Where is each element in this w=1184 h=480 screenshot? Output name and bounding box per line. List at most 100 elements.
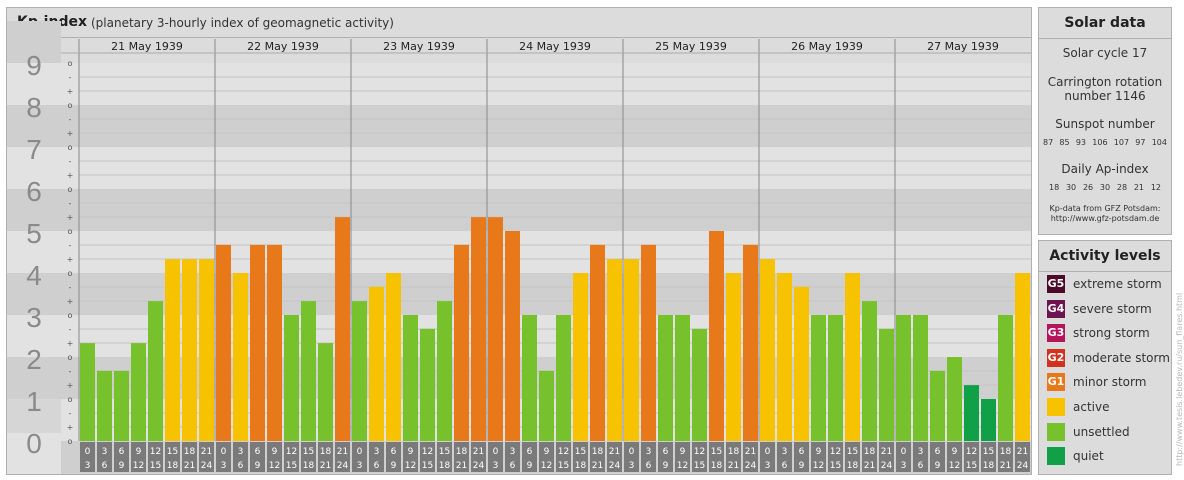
kp-bar xyxy=(964,385,979,441)
kp-bar xyxy=(420,328,435,441)
interval-start-label: 9 xyxy=(272,447,278,457)
legend-label: moderate storm xyxy=(1073,350,1170,365)
legend-item: G4 severe storm xyxy=(1047,299,1152,319)
interval-start-label: 21 xyxy=(881,447,892,457)
kp-bar xyxy=(641,244,656,441)
interval-box xyxy=(709,442,724,472)
ap-index-value: 21 xyxy=(1133,183,1145,192)
interval-end-label: 15 xyxy=(830,461,841,471)
interval-start-label: 12 xyxy=(422,447,433,457)
minor-tick-label: + xyxy=(67,381,74,390)
interval-box xyxy=(726,442,741,472)
interval-box xyxy=(998,442,1013,472)
sunspot-title: Sunspot number xyxy=(1055,117,1155,131)
minor-tick-label: + xyxy=(67,297,74,306)
interval-box xyxy=(777,442,792,472)
interval-box xyxy=(1015,442,1030,472)
kp-bar xyxy=(998,315,1013,441)
interval-start-label: 3 xyxy=(782,447,788,457)
sunspot-value: 97 xyxy=(1135,138,1146,147)
ap-index-value: 30 xyxy=(1099,183,1111,192)
interval-start-label: 0 xyxy=(221,447,227,457)
interval-end-label: 21 xyxy=(184,461,195,471)
y-tick-band xyxy=(7,105,61,147)
day-label: 27 May 1939 xyxy=(927,40,999,53)
interval-start-label: 18 xyxy=(184,447,196,457)
day-label: 23 May 1939 xyxy=(383,40,455,53)
legend-label: minor storm xyxy=(1073,375,1147,390)
interval-start-label: 3 xyxy=(102,447,108,457)
minor-tick-label: + xyxy=(67,423,74,432)
interval-end-label: 18 xyxy=(575,461,587,471)
interval-end-label: 3 xyxy=(765,461,771,471)
interval-end-label: 24 xyxy=(881,461,893,471)
y-tick-band xyxy=(7,273,61,315)
interval-start-label: 18 xyxy=(592,447,604,457)
day-label: 21 May 1939 xyxy=(111,40,183,53)
interval-end-label: 12 xyxy=(677,461,688,471)
kp-bar xyxy=(233,273,248,441)
minor-tick-label: - xyxy=(69,325,72,334)
interval-start-label: 18 xyxy=(728,447,740,457)
kp-bar xyxy=(165,259,180,441)
interval-end-label: 15 xyxy=(694,461,705,471)
interval-end-label: 6 xyxy=(918,461,924,471)
interval-start-label: 18 xyxy=(864,447,876,457)
chart-subtitle: (planetary 3-hourly index of geomagnetic… xyxy=(91,16,394,30)
interval-end-label: 24 xyxy=(473,461,485,471)
interval-box xyxy=(301,442,316,472)
kp-bar xyxy=(97,370,112,441)
interval-end-label: 9 xyxy=(663,461,669,471)
solar-cycle: Solar cycle 17 xyxy=(1062,46,1148,60)
interval-start-label: 3 xyxy=(918,447,924,457)
interval-start-label: 15 xyxy=(575,447,586,457)
interval-start-label: 12 xyxy=(558,447,569,457)
solar-data-title: Solar data xyxy=(1039,8,1171,39)
minor-tick-label: o xyxy=(68,227,73,236)
interval-box xyxy=(233,442,248,472)
ap-index-values: 18 30 26 30 28 21 12 xyxy=(1049,183,1161,192)
interval-end-label: 21 xyxy=(728,461,739,471)
kp-bar xyxy=(794,286,809,441)
kp-bar xyxy=(658,315,673,441)
kp-bar xyxy=(862,301,877,441)
y-tick-label: 1 xyxy=(26,386,42,417)
interval-box xyxy=(811,442,826,472)
ap-index-value: 28 xyxy=(1116,183,1128,192)
minor-tick-label: - xyxy=(69,199,72,208)
interval-box xyxy=(930,442,945,472)
interval-end-label: 18 xyxy=(711,461,723,471)
day-label: 26 May 1939 xyxy=(791,40,863,53)
kp-bar xyxy=(930,370,945,441)
ap-index-title: Daily Ap-index xyxy=(1061,162,1149,176)
interval-end-label: 18 xyxy=(303,461,315,471)
legend-label: unsettled xyxy=(1073,424,1130,439)
y-tick-band xyxy=(7,189,61,231)
interval-box xyxy=(318,442,333,472)
interval-start-label: 9 xyxy=(136,447,142,457)
interval-start-label: 12 xyxy=(150,447,161,457)
legend-swatch: G2 xyxy=(1047,348,1065,367)
kp-chart: 0123456789o+o+-o+-o+-o+-o+-o+-o+-o+-o-21… xyxy=(7,21,1031,474)
legend-swatch xyxy=(1047,398,1065,416)
interval-start-label: 3 xyxy=(374,447,380,457)
y-tick-label: 8 xyxy=(26,92,42,123)
minor-tick-label: o xyxy=(68,311,73,320)
interval-start-label: 3 xyxy=(510,447,516,457)
interval-start-label: 3 xyxy=(646,447,652,457)
source-line2: http://www.gfz-potsdam.de xyxy=(1050,214,1160,223)
legend-item: active xyxy=(1047,397,1109,417)
interval-box xyxy=(471,442,486,472)
kp-bar xyxy=(471,217,486,441)
interval-end-label: 18 xyxy=(847,461,859,471)
kp-bar xyxy=(386,273,401,441)
kp-bar xyxy=(692,328,707,441)
level-band xyxy=(61,147,1031,189)
sunspot-value: 107 xyxy=(1113,138,1130,147)
legend-label: quiet xyxy=(1073,449,1104,464)
interval-end-label: 6 xyxy=(782,461,788,471)
sunspot-value: 104 xyxy=(1151,138,1167,147)
interval-end-label: 21 xyxy=(864,461,875,471)
interval-box xyxy=(369,442,384,472)
minor-tick-label: - xyxy=(69,283,72,292)
